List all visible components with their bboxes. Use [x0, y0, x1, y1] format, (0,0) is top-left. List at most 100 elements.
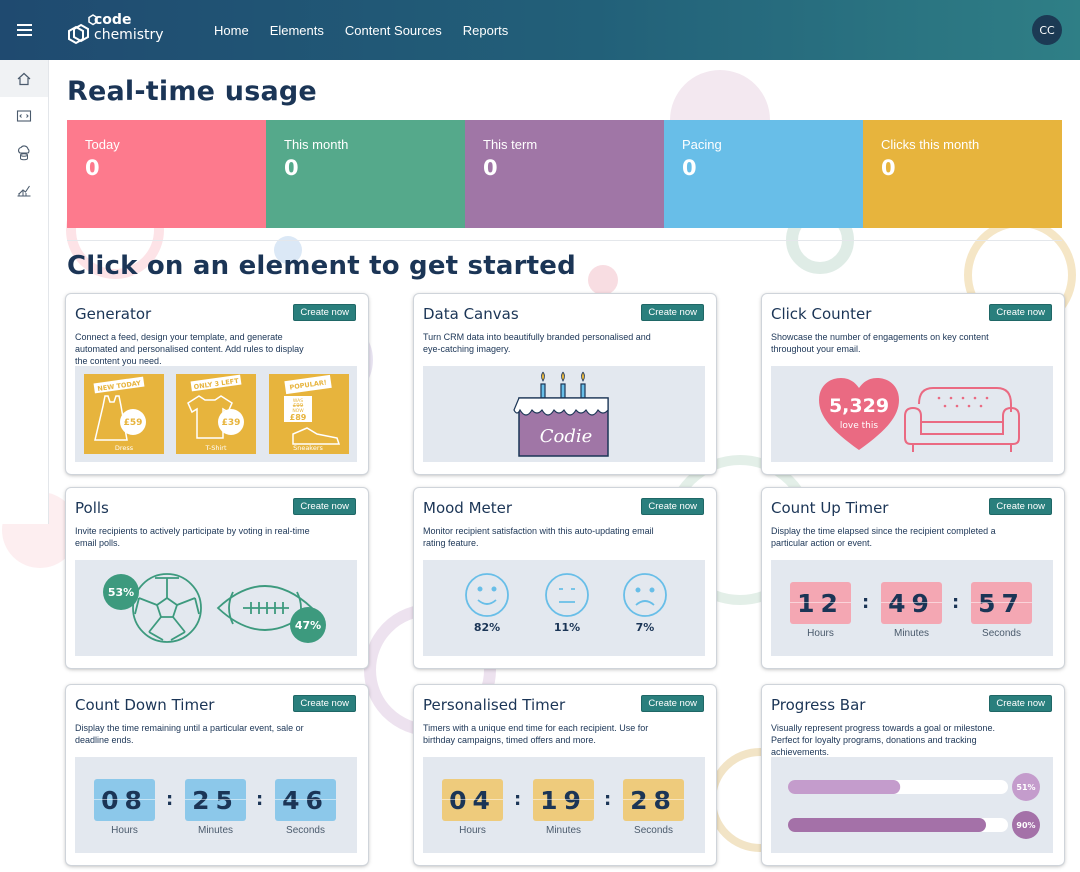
card-title: Mood Meter [423, 499, 513, 517]
home-icon [17, 72, 31, 85]
timer-minutes: 25 [185, 779, 246, 821]
timer-seconds: 57 [971, 582, 1032, 624]
product-was-price: £99 [293, 403, 304, 409]
create-now-button[interactable]: Create now [641, 498, 704, 515]
timer-hours-label: Hours [807, 628, 834, 639]
timer-minutes: 49 [881, 582, 942, 624]
chart-icon [17, 185, 31, 197]
card-click-counter[interactable]: Click Counter Create now Showcase the nu… [762, 294, 1064, 474]
mood-sad-pct: 7% [635, 621, 655, 634]
create-now-button[interactable]: Create now [293, 498, 356, 515]
polls-preview: 53% 47% [75, 560, 357, 656]
card-title: Progress Bar [771, 696, 866, 714]
create-now-button[interactable]: Create now [293, 304, 356, 321]
data-canvas-preview: Codie [423, 366, 705, 462]
nav-home[interactable]: Home [214, 22, 249, 38]
create-now-button[interactable]: Create now [641, 695, 704, 712]
nav-elements[interactable]: Elements [269, 22, 324, 38]
top-bar: code chemistry Home Elements Content Sou… [0, 0, 1080, 60]
stat-clicks-this-month: Clicks this month 0 [863, 120, 1062, 228]
card-count-down-timer[interactable]: Count Down Timer Create now Display the … [66, 685, 368, 865]
timer-seconds-label: Seconds [982, 628, 1021, 639]
sidebar-item-elements[interactable] [0, 97, 48, 134]
card-title: Click Counter [771, 305, 872, 323]
progress-pct-2: 90% [1016, 821, 1035, 830]
usage-stats: Today 0 This month 0 This term 0 Pacing … [67, 120, 1062, 228]
logo-text-code: code [94, 12, 132, 28]
timer-separator: : [604, 789, 612, 810]
stat-pacing: Pacing 0 [664, 120, 863, 228]
card-data-canvas[interactable]: Data Canvas Create now Turn CRM data int… [414, 294, 716, 474]
card-title: Generator [75, 305, 152, 323]
sidebar-item-content-sources[interactable] [0, 134, 48, 171]
stat-value: 0 [85, 156, 100, 180]
progress-badge-1 [1012, 773, 1040, 801]
poll-option-a-pct: 53% [108, 586, 134, 599]
sidebar [0, 60, 49, 524]
mood-meter-preview: 82% 11% 7% [423, 560, 705, 656]
card-description: Turn CRM data into beautifully branded p… [423, 332, 651, 354]
stat-value: 0 [284, 156, 299, 180]
timer-seconds: 28 [623, 779, 684, 821]
nav-content-sources[interactable]: Content Sources [344, 22, 442, 38]
product-name: T-Shirt [205, 444, 227, 452]
sidebar-item-home[interactable] [0, 60, 48, 97]
progress-pct-1: 51% [1016, 783, 1035, 792]
stat-this-term: This term 0 [465, 120, 664, 228]
timer-hours: 08 [94, 779, 155, 821]
card-description: Monitor recipient satisfaction with this… [423, 526, 654, 548]
card-title: Count Down Timer [75, 696, 215, 714]
timer-minutes-label: Minutes [197, 825, 233, 836]
card-description: Display the time elapsed since the recip… [771, 526, 996, 548]
cake-text: Codie [539, 426, 593, 447]
count-up-preview: 12 : 49 : 57 Hours Minutes Seconds [771, 560, 1053, 656]
card-description: Timers with a unique end time for each r… [423, 723, 649, 745]
happy-face-icon [465, 573, 509, 617]
section-divider [67, 240, 1062, 241]
stat-label: This term [483, 137, 538, 152]
create-now-button[interactable]: Create now [641, 304, 704, 321]
poll-option-b-pct: 47% [295, 619, 321, 632]
progress-fill-1 [788, 780, 901, 794]
click-counter-preview: 5,329 love this [771, 366, 1053, 462]
timer-hours-label: Hours [459, 825, 486, 836]
personalised-timer-preview: 04 : 19 : 28 Hours Minutes Seconds [423, 757, 705, 853]
stat-today: Today 0 [67, 120, 266, 228]
generator-preview: NEW TODAY £59 Dress ONLY 3 LEFT £39 T-Sh… [75, 366, 357, 462]
nav-reports[interactable]: Reports [462, 22, 509, 38]
card-mood-meter[interactable]: Mood Meter Create now Monitor recipient … [414, 488, 716, 668]
card-title: Count Up Timer [771, 499, 889, 517]
card-description: Connect a feed, design your template, an… [75, 332, 304, 366]
card-polls[interactable]: Polls Create now Invite recipients to ac… [66, 488, 368, 668]
card-generator[interactable]: Generator Create now Connect a feed, des… [66, 294, 368, 474]
timer-seconds: 46 [275, 779, 336, 821]
timer-hours: 04 [442, 779, 503, 821]
product-name: Dress [115, 444, 134, 452]
create-now-button[interactable]: Create now [989, 304, 1052, 321]
user-avatar[interactable]: CC [1032, 15, 1062, 45]
card-personalised-timer[interactable]: Personalised Timer Create now Timers wit… [414, 685, 716, 865]
timer-minutes-label: Minutes [545, 825, 581, 836]
stat-label: Clicks this month [881, 137, 980, 152]
count-down-preview: 08 : 25 : 46 Hours Minutes Seconds [75, 757, 357, 853]
neutral-face-icon [545, 573, 589, 617]
sidebar-item-reports[interactable] [0, 171, 48, 208]
progress-badge-2 [1012, 811, 1040, 839]
stat-this-month: This month 0 [266, 120, 465, 228]
create-now-button[interactable]: Create now [989, 498, 1052, 515]
card-title: Personalised Timer [423, 696, 566, 714]
stat-value: 0 [483, 156, 498, 180]
create-now-button[interactable]: Create now [293, 695, 356, 712]
code-chemistry-logo[interactable]: code chemistry [68, 12, 168, 50]
card-description: Display the time remaining until a parti… [75, 723, 304, 745]
card-progress-bar[interactable]: Progress Bar Create now Visually represe… [762, 685, 1064, 865]
timer-separator: : [166, 789, 174, 810]
timer-separator: : [256, 789, 264, 810]
menu-icon[interactable] [0, 0, 48, 60]
stat-label: Today [85, 137, 120, 152]
card-count-up-timer[interactable]: Count Up Timer Create now Display the ti… [762, 488, 1064, 668]
product-tile-tshirt: ONLY 3 LEFT £39 T-Shirt [176, 374, 256, 454]
create-now-button[interactable]: Create now [989, 695, 1052, 712]
birthday-cake-image [513, 371, 609, 457]
card-description: Invite recipients to actively participat… [75, 526, 310, 548]
